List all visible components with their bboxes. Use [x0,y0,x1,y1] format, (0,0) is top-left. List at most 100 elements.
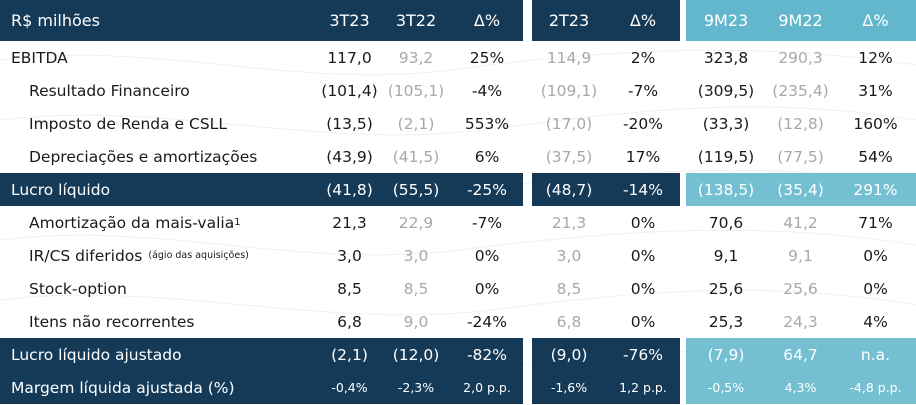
table-cell: 71% [858,213,893,232]
table-cell: 0% [630,279,656,298]
column-header: 3T23 [318,0,381,41]
row-label-text: Amortização da mais-valia [29,213,235,232]
row-label: Margem líquida ajustada (%) [0,371,318,404]
table-cell: 3,0 [403,246,429,265]
table-cell: 0% [630,246,656,265]
table-cell: 25,6 [783,279,818,298]
table-cell: -76% [606,338,680,371]
table-cell: (43,9) [326,147,373,166]
table-cell: (7,9) [686,338,766,371]
column-gap [680,338,686,371]
row-label: Resultado Financeiro [0,74,318,107]
row-label: EBITDA [0,41,318,74]
row-label: IR/CS diferidos (ágio das aquisições) [0,239,318,272]
table-cell: 41,2 [783,213,818,232]
table-cell: 0% [474,246,500,265]
row-label-text: Depreciações e amortizações [29,147,258,166]
row-label-text: Imposto de Renda e CSLL [29,114,227,133]
column-gap [523,239,532,272]
table-cell: 64,7 [766,338,835,371]
table-cell: 22,9 [398,213,434,232]
row-label: Stock-option [0,272,318,305]
column-gap [680,305,686,338]
table-cell: (109,1) [540,81,598,100]
table-cell: -0,5% [686,371,766,404]
table-cell: -24% [466,312,508,331]
table-cell: (12,0) [381,338,451,371]
table-cell: 0% [863,279,888,298]
table-cell: -4,8 p.p. [835,371,916,404]
table-cell: (235,4) [772,81,829,100]
column-gap [523,41,532,74]
table-cell: 323,8 [703,48,749,67]
table-cell: 9,1 [713,246,739,265]
row-label-text: EBITDA [11,48,68,67]
row-label: Depreciações e amortizações [0,140,318,173]
table-cell: 3,0 [337,246,362,265]
column-header: 2T23 [532,0,606,41]
row-label-text: Stock-option [29,279,127,298]
row-label: Itens não recorrentes [0,305,318,338]
table-cell: 1,2 p.p. [606,371,680,404]
column-header: Δ% [835,0,916,41]
table-cell: 0% [630,213,656,232]
table-cell: (17,0) [545,114,593,133]
row-label: Amortização da mais-valia 1 [29,213,241,232]
table-cell: (138,5) [686,173,766,206]
table-cell: -7% [471,213,503,232]
column-gap [523,107,532,140]
column-header: Δ% [606,0,680,41]
column-header: 3T22 [381,0,451,41]
row-label-text: IR/CS diferidos [29,246,143,265]
row-label-note: (ágio das aquisições) [148,250,249,261]
column-gap [680,272,686,305]
column-gap [680,0,686,41]
table-cell: -1,6% [532,371,606,404]
column-gap [523,272,532,305]
row-label-text: Lucro líquido [11,180,111,199]
row-label-text: Resultado Financeiro [29,81,190,100]
column-gap [523,0,532,41]
table-cell: 25,6 [708,279,744,298]
table-cell: (119,5) [697,147,755,166]
column-header: Δ% [451,0,523,41]
table-cell: 17% [625,147,661,166]
table-cell: 8,5 [556,279,582,298]
table-cell: (309,5) [697,81,755,100]
table-cell: 25,3 [708,312,744,331]
table-cell: -7% [627,81,659,100]
table-cell: 24,3 [783,312,818,331]
column-gap [680,74,686,107]
row-label-text: Itens não recorrentes [29,312,195,331]
header-label: R$ milhões [0,0,318,41]
table-cell: -25% [451,173,523,206]
table-cell: (2,1) [397,114,435,133]
table-cell: (37,5) [545,147,593,166]
table-cell: 21,3 [332,213,367,232]
table-cell: 0% [474,279,500,298]
table-cell: 54% [858,147,893,166]
column-gap [523,371,532,404]
table-cell: 290,3 [778,48,823,67]
column-gap [680,173,686,206]
column-header: 9M22 [766,0,835,41]
column-gap [680,371,686,404]
column-gap [523,173,532,206]
table-cell: (105,1) [387,81,445,100]
column-gap [680,206,686,239]
table-cell: (48,7) [532,173,606,206]
table-cell: 8,5 [337,279,362,298]
table-cell: 291% [835,173,916,206]
column-gap [523,74,532,107]
table-cell: (9,0) [532,338,606,371]
table-cell: 0% [630,312,656,331]
column-gap [523,338,532,371]
table-cell: -82% [451,338,523,371]
table-cell: 4,3% [766,371,835,404]
table-cell: (101,4) [321,81,378,100]
table-cell: 9,0 [403,312,429,331]
table-cell: 21,3 [551,213,587,232]
table-cell: -0,4% [318,371,381,404]
column-gap [523,305,532,338]
